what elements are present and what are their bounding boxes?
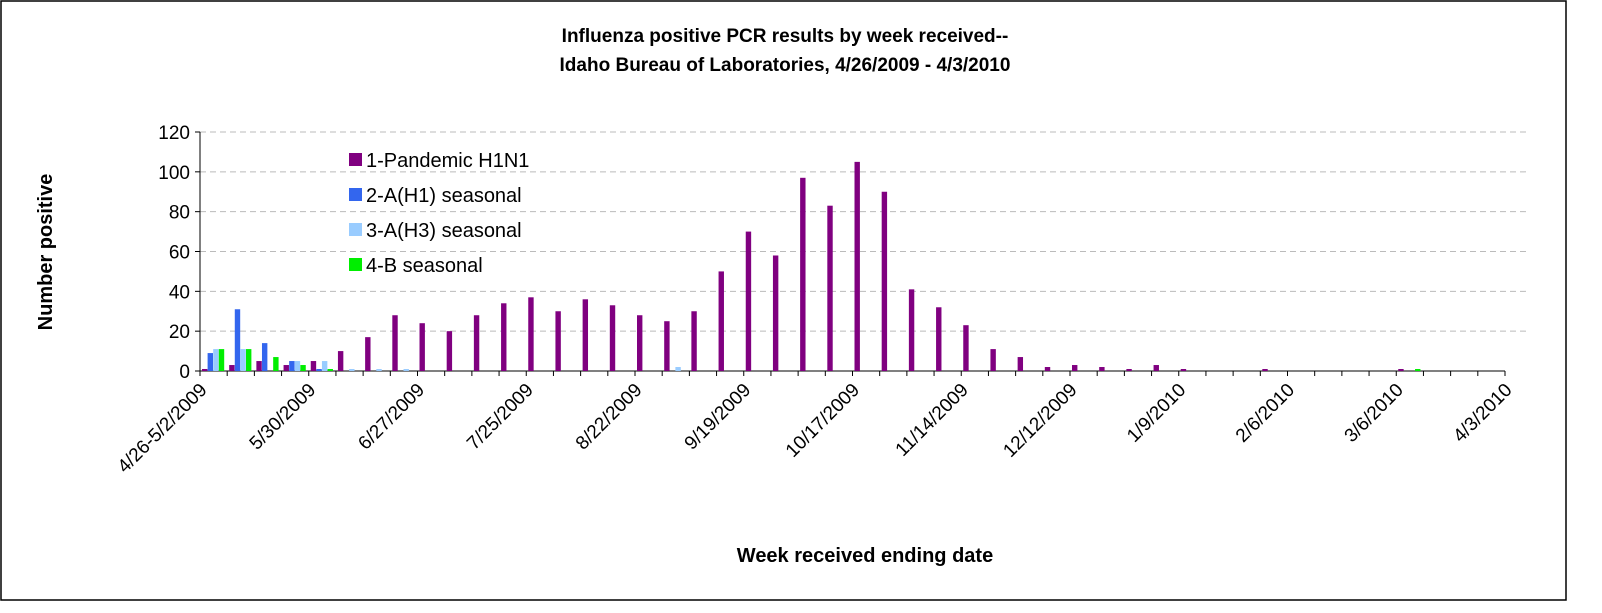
bar: [637, 315, 643, 371]
bar: [365, 337, 371, 371]
y-axis-title: Number positive: [35, 174, 57, 331]
bar: [1153, 365, 1159, 371]
bar: [990, 349, 996, 371]
bar: [294, 361, 301, 371]
bar: [213, 349, 219, 371]
bar: [555, 311, 561, 371]
bar: [664, 321, 670, 371]
bar: [316, 369, 322, 371]
bar: [1262, 369, 1268, 371]
chart-title: Idaho Bureau of Laboratories, 4/26/2009 …: [560, 55, 1011, 76]
bar: [582, 299, 589, 371]
y-tick-label: 60: [169, 243, 190, 264]
bar: [718, 271, 724, 371]
bar: [273, 357, 279, 371]
bar: [675, 367, 681, 371]
bar: [392, 315, 398, 371]
bar: [772, 255, 779, 371]
legend-swatch: [349, 153, 362, 166]
bar: [501, 303, 507, 371]
bar: [1180, 369, 1187, 371]
bar: [1398, 369, 1404, 371]
bar: [261, 343, 268, 371]
bar: [202, 369, 208, 371]
legend-swatch: [349, 188, 362, 201]
y-tick-label: 120: [158, 123, 190, 144]
bar: [327, 369, 333, 371]
chart-frame: [0, 0, 1567, 601]
bar: [745, 231, 752, 371]
y-tick-label: 20: [169, 322, 190, 343]
y-tick-label: 40: [169, 282, 190, 303]
bar: [473, 315, 480, 371]
bar: [310, 361, 317, 371]
legend-label: 4-B seasonal: [366, 255, 483, 277]
legend-label: 2-A(H1) seasonal: [366, 185, 522, 207]
y-tick-label: 80: [169, 203, 190, 224]
bar: [446, 331, 453, 371]
bar: [218, 349, 225, 371]
bar: [234, 309, 241, 371]
bar: [691, 311, 697, 371]
legend-swatch: [349, 258, 362, 271]
bar: [1017, 357, 1024, 371]
bar: [609, 305, 616, 371]
bar: [800, 177, 806, 371]
bar: [321, 361, 328, 371]
legend-swatch: [349, 223, 362, 236]
bar: [908, 289, 915, 371]
legend-label: 3-A(H3) seasonal: [366, 220, 522, 242]
bar: [881, 191, 888, 371]
bar: [376, 369, 382, 371]
y-tick-label: 0: [179, 362, 190, 383]
y-tick-label: 100: [158, 163, 190, 184]
bar: [229, 365, 235, 371]
bar: [240, 349, 246, 371]
bar: [245, 349, 252, 371]
bar: [256, 361, 262, 371]
bar: [337, 351, 344, 371]
bar: [349, 369, 355, 371]
bar: [419, 323, 425, 371]
bar: [1415, 369, 1421, 371]
legend-label: 1-Pandemic H1N1: [366, 150, 529, 172]
bar: [1072, 365, 1078, 371]
bar: [854, 161, 860, 371]
bar: [936, 307, 942, 371]
bar: [207, 353, 213, 371]
bar: [827, 205, 833, 371]
bar: [289, 361, 295, 371]
bar: [1099, 367, 1105, 371]
bar: [963, 325, 969, 371]
bar: [1126, 369, 1132, 371]
bar: [300, 365, 306, 371]
bar: [528, 297, 534, 371]
x-axis-title: Week received ending date: [737, 545, 993, 567]
bar: [403, 369, 409, 371]
bar: [283, 365, 289, 371]
bar: [1044, 367, 1051, 371]
chart-title: Influenza positive PCR results by week r…: [562, 26, 1009, 47]
